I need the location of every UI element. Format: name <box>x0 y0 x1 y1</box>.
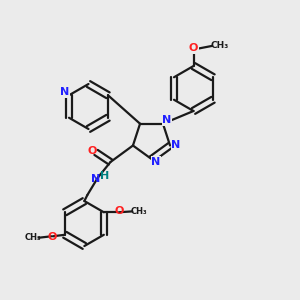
Text: O: O <box>114 206 124 216</box>
Text: O: O <box>88 146 97 156</box>
Text: CH₃: CH₃ <box>211 40 229 50</box>
Text: N: N <box>152 157 160 167</box>
Text: N: N <box>91 173 100 184</box>
Text: O: O <box>189 43 198 53</box>
Text: O: O <box>48 232 57 242</box>
Text: N: N <box>162 115 172 125</box>
Text: CH₃: CH₃ <box>24 233 41 242</box>
Text: CH₃: CH₃ <box>130 207 147 216</box>
Text: N: N <box>61 87 70 97</box>
Text: H: H <box>100 170 109 181</box>
Text: N: N <box>171 140 181 150</box>
